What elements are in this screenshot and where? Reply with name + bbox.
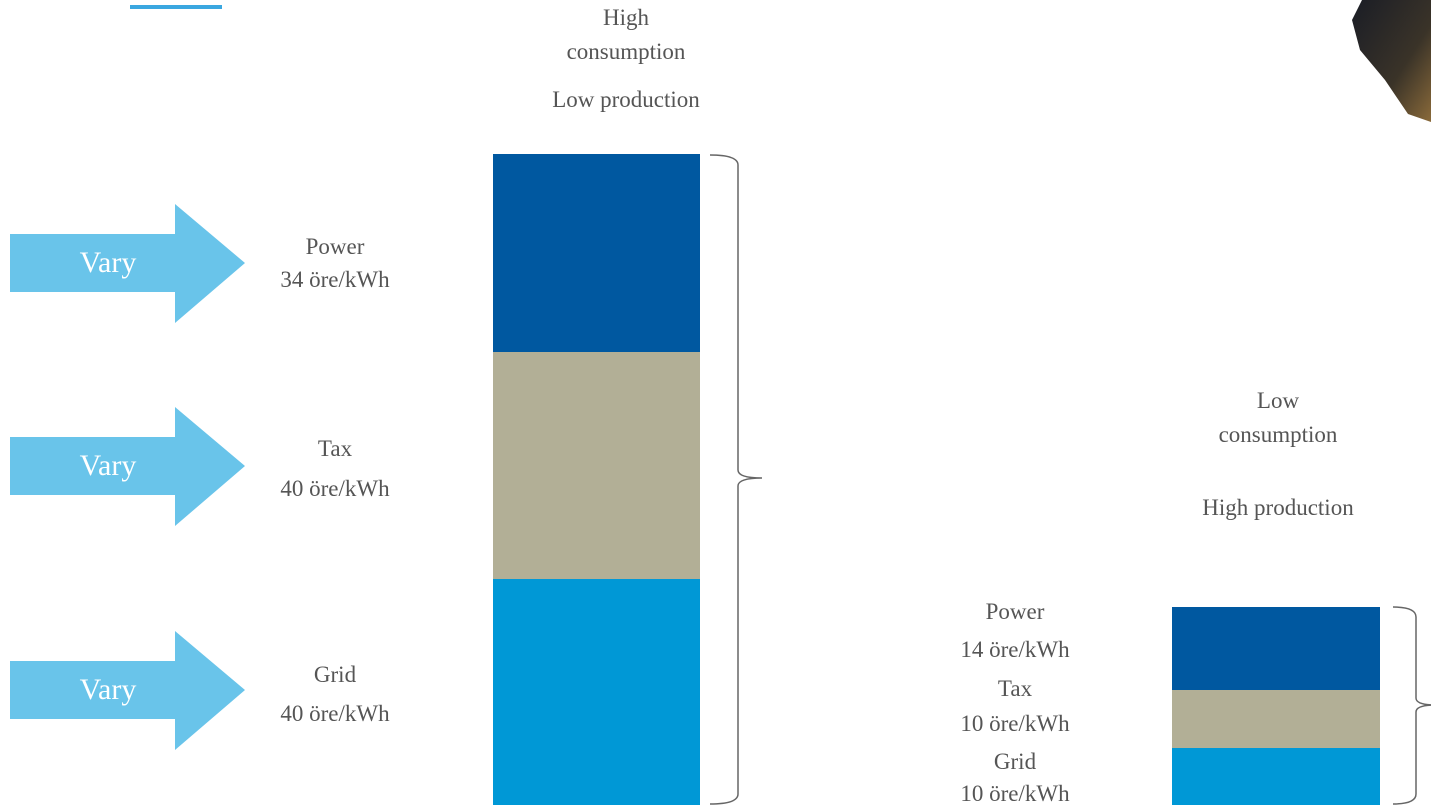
arrow-label: Vary (79, 246, 137, 279)
component-price: 40 öre/kWh (280, 701, 390, 726)
heading: Low production (552, 87, 700, 112)
arrow (10, 407, 245, 526)
component-name: Power (305, 234, 365, 259)
component-name: Power (985, 599, 1045, 624)
corner-photo (1352, 0, 1431, 122)
bracket (709, 154, 763, 805)
component-price: 10 öre/kWh (960, 781, 1070, 806)
tax-segment (493, 352, 700, 579)
power-segment (493, 154, 700, 352)
component-price: 40 öre/kWh (280, 476, 390, 501)
component-name: Tax (317, 436, 353, 461)
grid-segment (1172, 748, 1380, 805)
bracket (1392, 606, 1431, 805)
heading: Low consumption (1218, 388, 1338, 447)
component-name: Tax (997, 676, 1033, 701)
component-price: 14 öre/kWh (960, 637, 1070, 662)
heading: High production (1202, 495, 1354, 520)
heading: High consumption (566, 5, 686, 64)
component-price: 34 öre/kWh (280, 267, 390, 292)
tax-segment (1172, 690, 1380, 748)
component-name: Grid (993, 749, 1037, 774)
arrow (10, 204, 245, 323)
grid-segment (493, 579, 700, 805)
power-segment (1172, 607, 1380, 690)
arrow-label: Vary (79, 673, 137, 706)
component-price: 10 öre/kWh (960, 711, 1070, 736)
arrow-label: Vary (79, 449, 137, 482)
component-name: Grid (313, 662, 357, 687)
arrow (10, 631, 245, 750)
